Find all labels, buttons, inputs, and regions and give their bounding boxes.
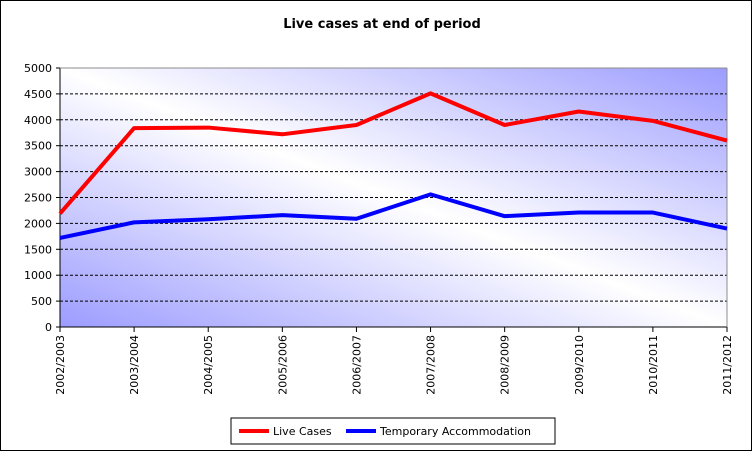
y-tick-label: 4000 xyxy=(24,114,52,127)
y-tick-label: 0 xyxy=(45,321,52,334)
x-tick-label: 2006/2007 xyxy=(350,335,363,395)
y-tick-label: 1500 xyxy=(24,243,52,256)
series-line-live-cases xyxy=(58,91,728,215)
y-tick-label: 3500 xyxy=(24,140,52,153)
y-tick-label: 2000 xyxy=(24,217,52,230)
y-tick-label: 1000 xyxy=(24,269,52,282)
x-tick-label: 2003/2004 xyxy=(128,335,141,395)
legend-box xyxy=(230,417,556,445)
x-tick-label: 2007/2008 xyxy=(425,335,438,395)
y-tick-label: 4500 xyxy=(24,88,52,101)
x-tick-label: 2004/2005 xyxy=(202,335,215,395)
legend-label-temporary-accommodation: Temporary Accommodation xyxy=(379,425,531,438)
series-line-temporary-accommodation xyxy=(59,192,728,240)
axes: 0 500 1000 1500 2000 2500 3000 3500 4000 4500 5000… xyxy=(24,62,734,395)
x-tick-label: 2010/2011 xyxy=(647,335,660,395)
chart-title: Live cases at end of period xyxy=(283,17,481,32)
gridlines xyxy=(60,67,727,302)
x-tick-label: 2009/2010 xyxy=(573,335,586,395)
x-tick-label: 2008/2009 xyxy=(499,335,512,395)
x-tick-label: 2002/2003 xyxy=(54,335,67,395)
legend-label-live-cases: Live Cases xyxy=(273,425,332,438)
series-lines xyxy=(58,91,728,240)
y-tick-label: 3000 xyxy=(24,166,52,179)
x-tick-label: 2005/2006 xyxy=(276,335,289,395)
legend: Live Cases Temporary Accommodation xyxy=(230,417,556,445)
x-tick-label: 2011/2012 xyxy=(721,335,734,395)
y-tick-label: 2500 xyxy=(24,192,52,205)
y-tick-label: 500 xyxy=(31,295,52,308)
y-tick-label: 5000 xyxy=(24,62,52,75)
